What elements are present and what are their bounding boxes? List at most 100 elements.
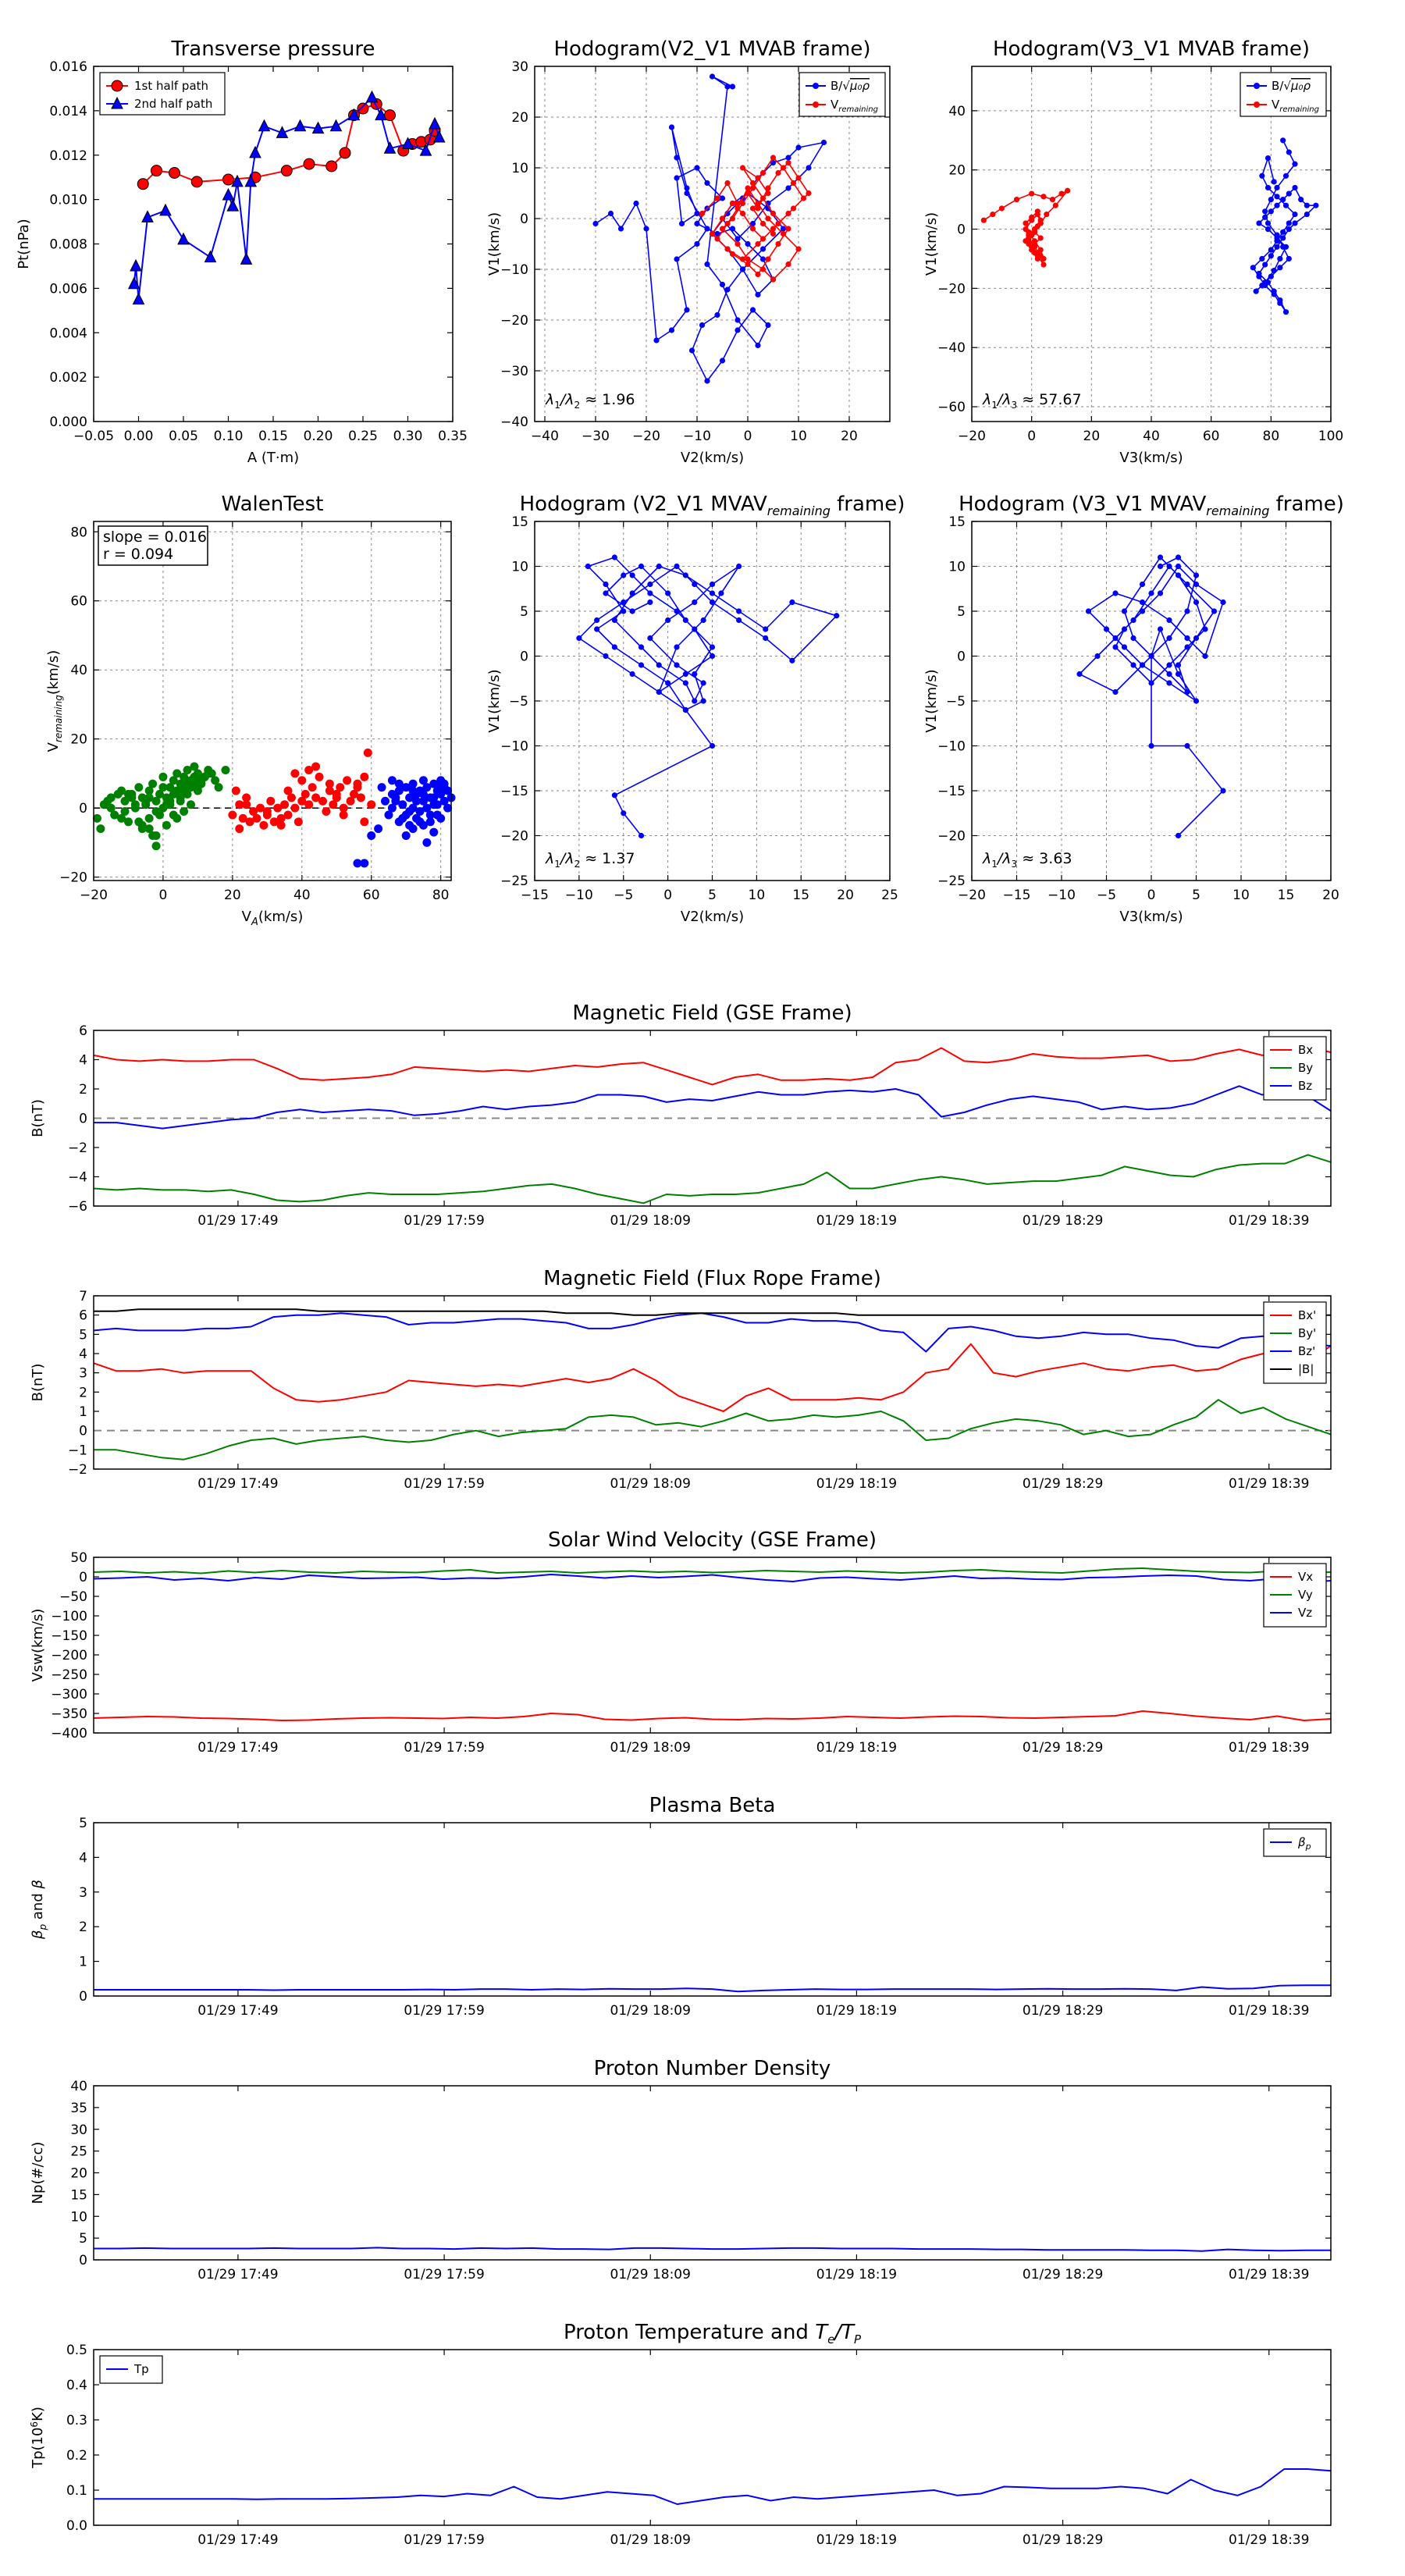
series-line <box>93 1343 1332 1412</box>
data-point <box>1065 187 1071 194</box>
y-axis-label: V1(km/s) <box>923 212 940 276</box>
data-point <box>770 210 777 217</box>
data-point <box>763 626 769 632</box>
data-point <box>719 215 726 222</box>
data-point <box>187 776 196 785</box>
y-axis-label: V1(km/s) <box>486 212 503 276</box>
time-tick-label: 01/29 17:59 <box>404 2532 484 2548</box>
data-point <box>749 307 756 313</box>
x-tick-label: 80 <box>1263 429 1280 444</box>
data-point <box>425 817 435 827</box>
data-point <box>303 158 315 170</box>
y-tick-label: 5 <box>79 1816 87 1831</box>
data-point <box>190 762 199 771</box>
data-point <box>130 258 142 272</box>
time-tick-label: 01/29 18:29 <box>1023 1740 1103 1756</box>
data-point <box>1023 220 1029 226</box>
eigenvalue-ratio-annotation: λ1/λ3 ≈ 3.63 <box>982 850 1072 870</box>
data-point <box>304 800 314 809</box>
data-point <box>190 176 203 188</box>
data-point <box>1262 262 1268 268</box>
data-point <box>398 800 407 809</box>
chart-h3r: −20 −15 −10 −5 0 5 10 15 20−25−20−15−10−5051015H… <box>923 493 1344 925</box>
data-point <box>110 810 119 820</box>
time-tick-label: 01/29 18:09 <box>610 2003 691 2019</box>
chart-walen: −20 0 20 40 60 80 −20 0 20 40 60 80 WalenTest VA(km/s… <box>45 493 456 928</box>
data-point <box>765 185 771 191</box>
series-line <box>578 557 838 836</box>
data-point <box>422 803 432 813</box>
data-point <box>173 769 182 778</box>
data-point <box>391 796 400 806</box>
y-tick-label: 20 <box>511 110 528 126</box>
data-point <box>603 590 609 596</box>
y-tick-label: 0.008 <box>49 237 87 253</box>
data-point <box>603 581 609 588</box>
data-point <box>668 327 675 333</box>
data-point <box>789 657 795 664</box>
y-tick-label: −40 <box>937 340 966 356</box>
x-tick-label: 20 <box>841 429 858 444</box>
data-point <box>714 236 720 242</box>
data-point <box>759 266 767 272</box>
data-point <box>700 617 706 624</box>
data-point <box>401 783 411 792</box>
data-point <box>714 230 720 237</box>
data-point <box>755 175 761 181</box>
data-point <box>419 143 432 156</box>
data-point <box>775 240 781 247</box>
x-tick-label: 0.20 <box>304 429 333 444</box>
data-point <box>1085 608 1092 614</box>
y-tick-label: 0.014 <box>49 104 87 119</box>
x-tick-label: −0.05 <box>73 429 114 444</box>
data-point <box>780 230 787 237</box>
y-tick-label: −5 <box>946 694 966 710</box>
data-point <box>674 256 680 262</box>
data-point <box>724 84 731 90</box>
data-point <box>800 195 807 201</box>
data-point <box>244 174 258 187</box>
x-tick-label: 0.05 <box>169 429 198 444</box>
data-point <box>1274 244 1280 250</box>
eigenvalue-ratio-annotation: λ1/λ2 ≈ 1.96 <box>545 391 635 411</box>
legend-marker <box>1254 83 1260 89</box>
x-tick-label: 0 <box>1027 429 1036 444</box>
data-point <box>1026 240 1032 247</box>
legend: Tp <box>99 2355 163 2384</box>
y-tick-label: 0.016 <box>49 59 87 75</box>
data-point <box>714 195 720 201</box>
data-point <box>1262 282 1268 289</box>
data-point <box>1274 194 1280 200</box>
data-point <box>1157 626 1164 632</box>
data-point <box>704 226 710 232</box>
x-tick-label: −20 <box>632 429 660 444</box>
data-point <box>169 167 180 179</box>
data-point <box>1271 179 1277 185</box>
time-tick-label: 01/29 17:49 <box>197 2267 278 2282</box>
time-tick-label: 01/29 17:59 <box>404 2267 484 2282</box>
data-point <box>408 779 418 788</box>
data-point <box>688 347 695 354</box>
data-point <box>674 644 680 650</box>
data-point <box>1166 617 1172 624</box>
data-point <box>398 813 407 823</box>
data-point <box>235 800 244 809</box>
data-point <box>311 121 325 134</box>
data-point <box>603 653 609 660</box>
x-tick-label: 10 <box>1232 888 1250 903</box>
data-point <box>148 831 158 840</box>
data-point <box>325 160 338 173</box>
data-point <box>127 276 140 290</box>
y-tick-label: 10 <box>511 161 528 176</box>
data-point <box>1139 608 1146 614</box>
data-point <box>228 810 237 820</box>
data-point <box>144 793 154 802</box>
time-tick-label: 01/29 18:09 <box>610 1476 691 1492</box>
data-point <box>765 322 771 329</box>
data-point <box>1013 197 1020 203</box>
y-tick-label: −10 <box>937 739 966 755</box>
time-tick-label: 01/29 18:19 <box>816 2532 897 2548</box>
x-tick-label: 0.35 <box>438 429 468 444</box>
data-point <box>1259 255 1265 262</box>
data-point <box>770 226 777 232</box>
